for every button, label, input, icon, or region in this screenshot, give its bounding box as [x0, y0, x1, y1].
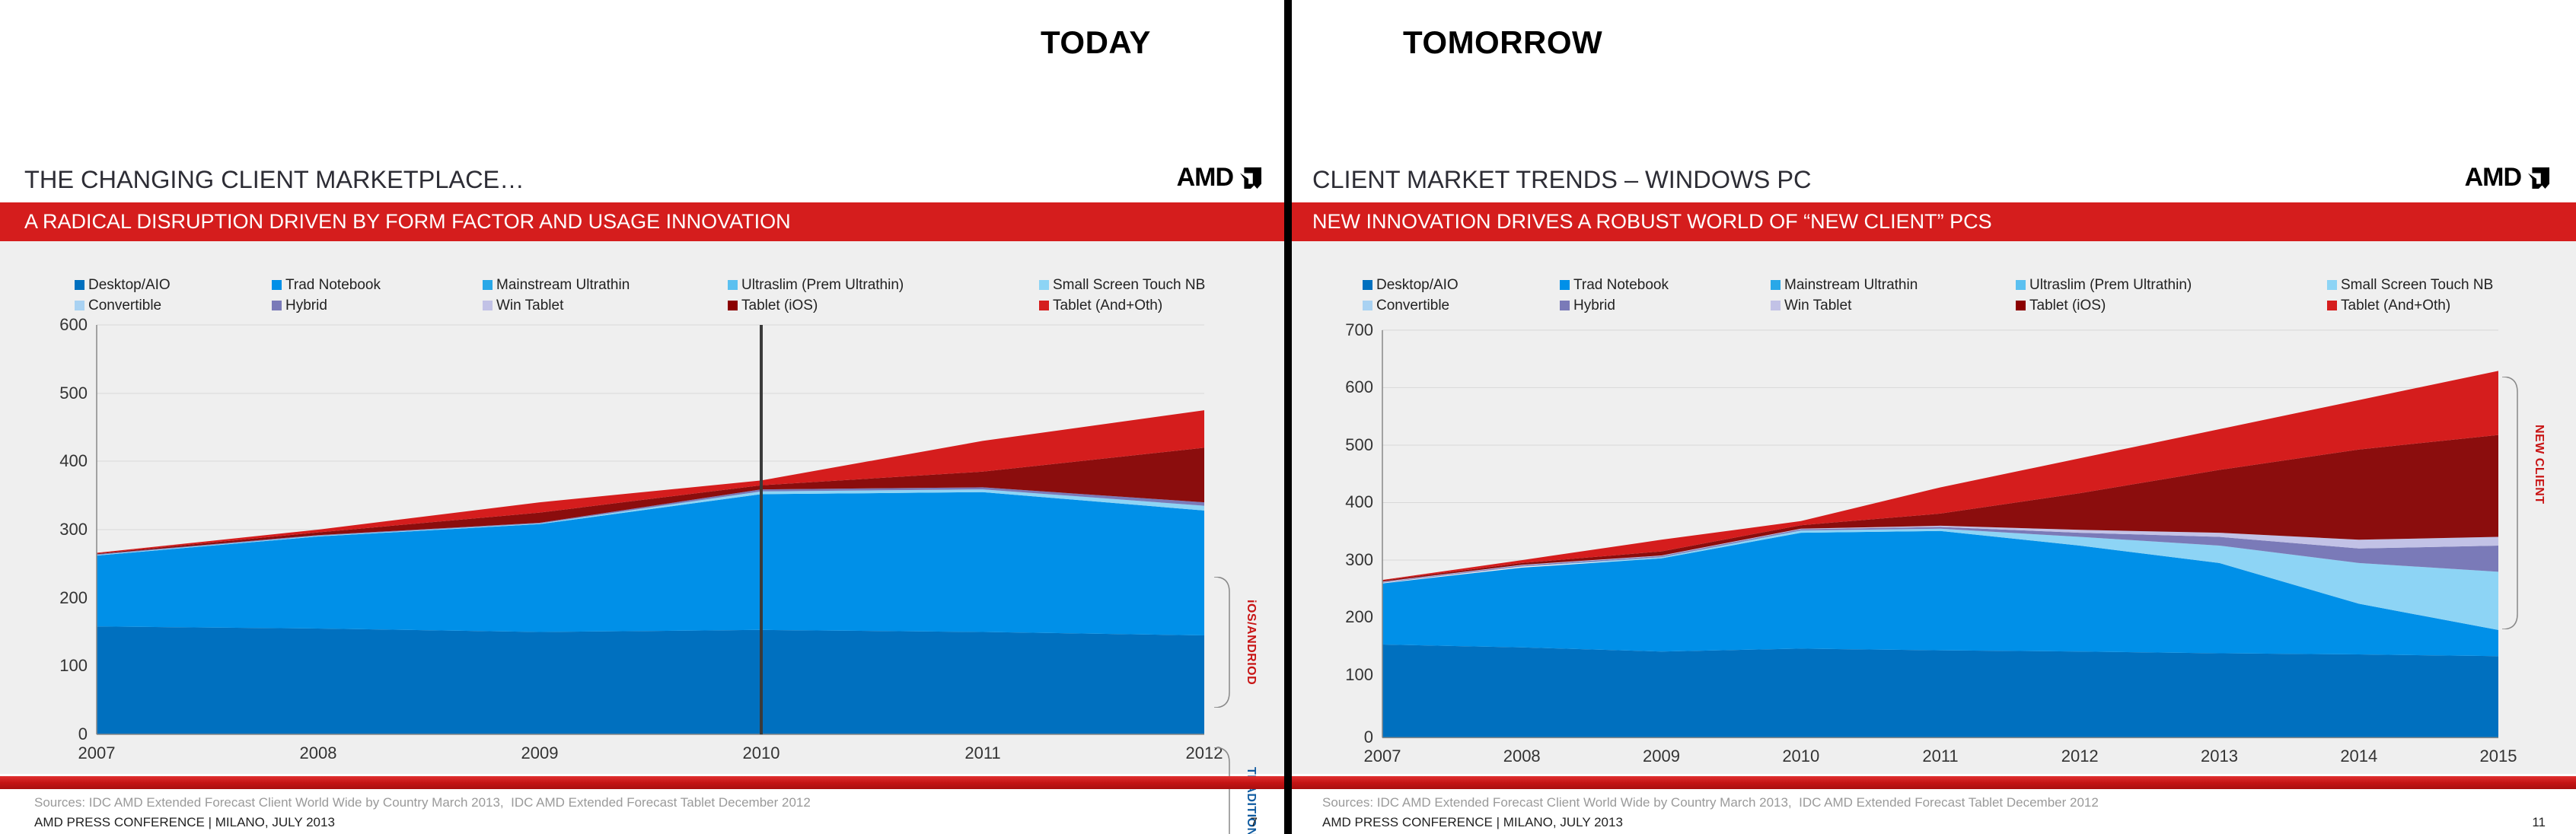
svg-text:2007: 2007	[78, 743, 116, 762]
svg-text:2008: 2008	[1503, 746, 1541, 766]
svg-text:500: 500	[1345, 435, 1373, 454]
svg-text:0: 0	[1364, 727, 1373, 746]
svg-text:2010: 2010	[743, 743, 780, 762]
svg-text:2013: 2013	[2201, 746, 2238, 766]
svg-text:500: 500	[59, 384, 88, 403]
svg-text:2011: 2011	[1922, 746, 1958, 766]
svg-text:400: 400	[1345, 492, 1373, 511]
svg-text:200: 200	[1345, 607, 1373, 626]
svg-text:300: 300	[1345, 550, 1373, 569]
svg-text:100: 100	[1345, 665, 1373, 684]
svg-text:2015: 2015	[2480, 746, 2517, 766]
svg-text:0: 0	[78, 724, 88, 743]
svg-text:300: 300	[59, 520, 88, 539]
svg-text:2010: 2010	[1782, 746, 1819, 766]
svg-text:600: 600	[59, 315, 88, 334]
svg-text:400: 400	[59, 451, 88, 470]
svg-text:2007: 2007	[1364, 746, 1401, 766]
svg-text:200: 200	[59, 588, 88, 607]
svg-text:600: 600	[1345, 377, 1373, 396]
svg-text:2011: 2011	[964, 743, 1000, 762]
svg-text:2014: 2014	[2340, 746, 2377, 766]
svg-text:2008: 2008	[300, 743, 337, 762]
svg-text:2009: 2009	[1643, 746, 1680, 766]
svg-text:100: 100	[59, 656, 88, 675]
svg-text:700: 700	[1345, 320, 1373, 339]
svg-text:2009: 2009	[521, 743, 559, 762]
svg-text:2012: 2012	[2061, 746, 2099, 766]
